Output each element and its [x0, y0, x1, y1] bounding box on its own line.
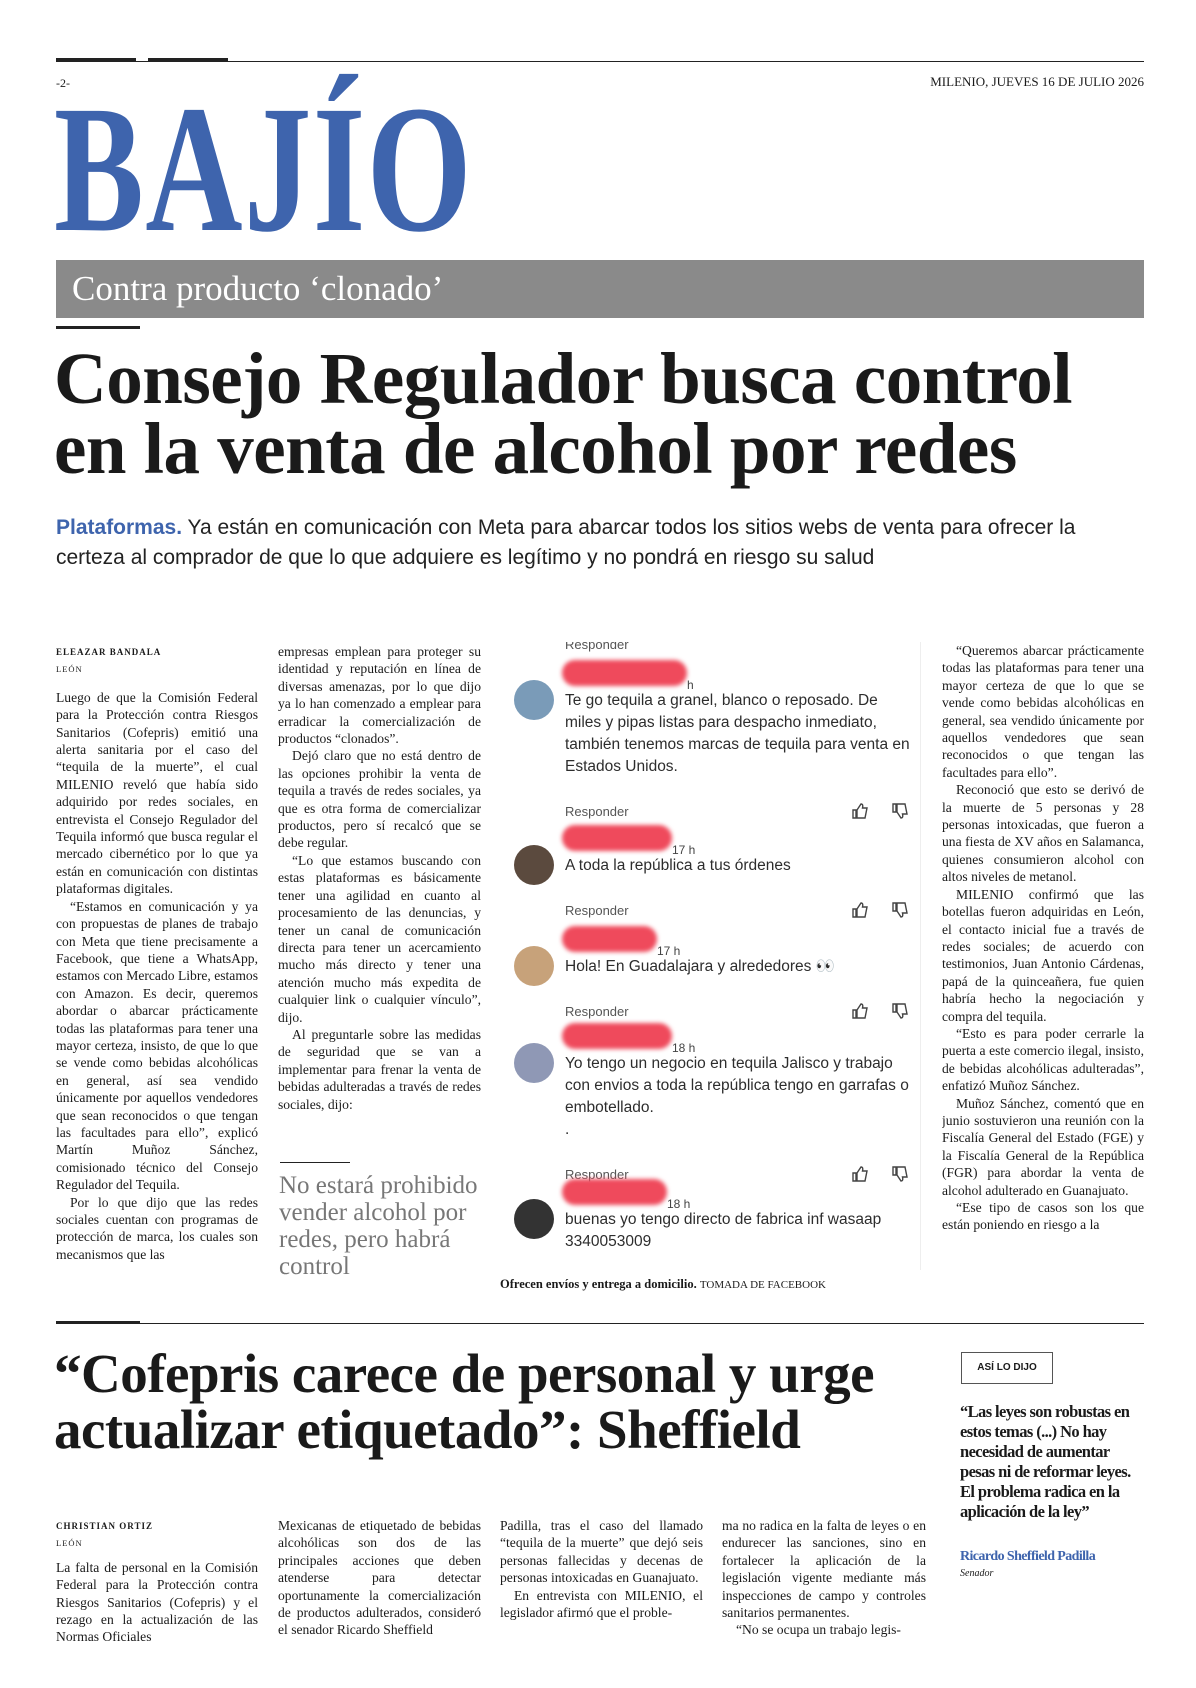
headline: “Cofepris carece de personal y urge actu… [54, 1343, 875, 1460]
deck-lead: Plataformas. [56, 516, 183, 539]
top-rule-accent [56, 58, 136, 61]
sidebar-label: ASÍ LO DIJO [961, 1352, 1053, 1384]
location: LEÓN [56, 664, 83, 675]
paragraph: La falta de personal en la Comisión Fede… [56, 1559, 258, 1643]
byline: CHRISTIAN ORTIZ [56, 1521, 153, 1531]
sidebar-name: Ricardo Sheffield Padilla [960, 1549, 1096, 1564]
sidebar-role: Senador [960, 1568, 994, 1579]
column-text: Padilla, tras el caso del llamado “tequi… [500, 1517, 703, 1621]
comment-text: A toda la república a tus órdenes [565, 855, 910, 877]
name-redaction [562, 1179, 667, 1205]
paragraph: “Ese tipo de casos son los que están pon… [942, 1200, 1144, 1233]
comment-time: 18 h [667, 1197, 691, 1211]
avatar [514, 946, 554, 986]
deck: Plataformas. Ya están en comunicación co… [56, 513, 1146, 573]
article-column: ma no radica en la falta de leyes o en e… [722, 1517, 926, 1642]
comment-line: Yo tengo un negocio en tequila Jalisco y… [565, 1055, 909, 1116]
comment-time: h [687, 678, 694, 692]
comment-text: Hola! En Guadalajara y alrededores 👀 [565, 956, 910, 978]
article-column: empresas emplean para proteger su identi… [278, 643, 481, 1153]
comment-text: Te go tequila a granel, blanco o reposad… [565, 690, 910, 778]
paragraph: Padilla, tras el caso del llamado “tequi… [500, 1518, 703, 1586]
column-text: Luego de que la Comisión Federal para la… [56, 689, 258, 1263]
paragraph: En entrevista con MILENIO, el legislador… [500, 1587, 703, 1621]
comment-time: 18 h [672, 1041, 696, 1055]
article-column: ELEAZAR BANDALA LEÓN Luego de que la Com… [56, 644, 258, 1294]
reply-link: Responder [565, 642, 629, 652]
reply-link: Responder [565, 903, 629, 918]
deck-text: Ya están en comunicación con Meta para a… [56, 516, 1076, 569]
paragraph: “Esto es para poder cerrarle la puerta a… [942, 1025, 1144, 1094]
paragraph: Muñoz Sánchez, comentó que en junio sost… [942, 1095, 1144, 1198]
column-text: Mexicanas de etiquetado de bebidas alcoh… [278, 1517, 481, 1639]
name-redaction [562, 926, 657, 952]
kicker-bar: Contra producto ‘clonado’ [56, 260, 1144, 318]
kicker: Contra producto ‘clonado’ [72, 269, 444, 308]
name-redaction [562, 660, 687, 686]
paragraph: “Queremos abarcar prácticamente todas la… [942, 643, 1144, 780]
section-rule [56, 1323, 1144, 1324]
paragraph: Luego de que la Comisión Federal para la… [56, 689, 258, 897]
comment-line: Te go tequila a granel, blanco o reposad… [565, 692, 910, 775]
reaction-icons [850, 1165, 910, 1188]
comment-line: Hola! En Guadalajara y alrededores 👀 [565, 958, 836, 975]
rule [56, 326, 140, 329]
article-column: “Queremos abarcar prácticamente todas la… [942, 642, 1144, 1292]
comment-text: Yo tengo un negocio en tequila Jalisco y… [565, 1053, 910, 1141]
avatar [514, 1043, 554, 1083]
pullquote: No estará prohibido vender alcohol por r… [279, 1172, 478, 1280]
reaction-icons [850, 901, 910, 924]
reaction-icons [850, 1002, 910, 1025]
section-title: BAJÍO [54, 69, 474, 270]
paragraph: “Estamos en comunicación y ya con propue… [56, 898, 258, 1193]
article-column: Padilla, tras el caso del llamado “tequi… [500, 1517, 703, 1642]
paragraph: Mexicanas de etiquetado de bebidas alcoh… [278, 1518, 481, 1638]
paragraph: Reconoció que esto se derivó de la muert… [942, 782, 1144, 885]
paragraph: ma no radica en la falta de leyes o en e… [722, 1518, 926, 1621]
paragraph: empresas emplean para proteger su identi… [278, 644, 481, 747]
paragraph: “Lo que estamos buscando con estas plata… [278, 852, 481, 1025]
comment-time: 17 h [657, 944, 681, 958]
name-redaction [562, 1023, 672, 1049]
avatar [514, 680, 554, 720]
reply-link: Responder [565, 1167, 629, 1182]
credit: TOMADA DE FACEBOOK [699, 1279, 826, 1291]
article-column: Mexicanas de etiquetado de bebidas alcoh… [278, 1517, 481, 1642]
name-redaction [562, 825, 672, 851]
headline: Consejo Regulador busca control en la ve… [54, 338, 1073, 489]
paragraph: Dejó claro que no está dentro de las opc… [278, 748, 481, 851]
sidebar-quote: “Las leyes son robustas en estos temas (… [960, 1402, 1131, 1521]
paragraph: Por lo que dijo que las redes sociales c… [56, 1194, 258, 1262]
byline: ELEAZAR BANDALA [56, 647, 162, 657]
reply-link: Responder [565, 1004, 629, 1019]
top-rule [56, 61, 1144, 62]
page-number: -2- [56, 76, 70, 90]
comment-time: 17 h [672, 843, 696, 857]
paragraph: “No se ocupa un trabajo legis- [736, 1622, 901, 1638]
comment-line: . [565, 1121, 570, 1138]
comment-line: A toda la república a tus órdenes [565, 857, 791, 874]
reply-link: Responder [565, 804, 629, 819]
article-column: CHRISTIAN ORTIZ LEÓN La falta de persona… [56, 1518, 258, 1643]
comment-text: buenas yo tengo directo de fabrica inf w… [565, 1209, 910, 1253]
column-text: “Queremos abarcar prácticamente todas la… [942, 642, 1144, 1234]
reaction-icons [850, 802, 910, 825]
paragraph: Al preguntarle sobre las medidas de segu… [278, 1026, 481, 1112]
caption-line: Ofrecen envíos y entrega a domicilio. TO… [500, 1277, 826, 1292]
paragraph: MILENIO confirmó que las botellas fueron… [942, 886, 1144, 1024]
top-rule-accent [148, 58, 228, 61]
avatar [514, 1199, 554, 1239]
comment-line: buenas yo tengo directo de fabrica inf w… [565, 1211, 882, 1250]
date: MILENIO, JUEVES 16 DE JULIO 2026 [930, 74, 1144, 89]
column-text: empresas emplean para proteger su identi… [278, 643, 481, 1113]
screenshot: Responder h Te go tequila a granel, blanc… [500, 642, 921, 1270]
avatar [514, 845, 554, 885]
location: LEÓN [56, 1538, 83, 1549]
column-text: La falta de personal en la Comisión Fede… [56, 1559, 258, 1643]
column-text: ma no radica en la falta de leyes o en e… [722, 1517, 926, 1639]
caption: Ofrecen envíos y entrega a domicilio. [500, 1277, 697, 1291]
rule [56, 1321, 140, 1324]
pullquote-rule [280, 1162, 350, 1163]
